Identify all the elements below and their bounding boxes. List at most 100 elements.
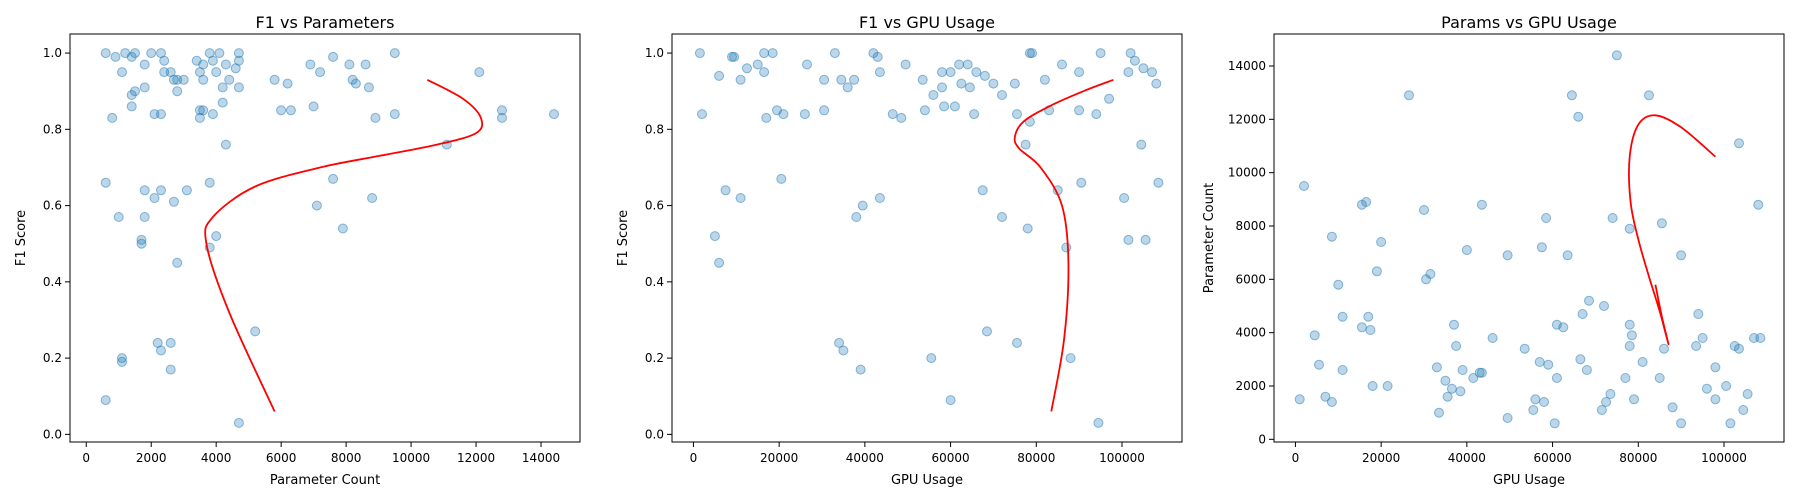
x-tick-label: 20000 xyxy=(760,451,798,465)
data-point xyxy=(1629,394,1639,405)
data-point xyxy=(872,51,883,62)
data-point xyxy=(276,105,287,116)
data-point xyxy=(1710,394,1721,405)
x-tick-label: 8000 xyxy=(331,451,362,465)
data-point xyxy=(1061,242,1072,253)
y-tick-label: 6000 xyxy=(1235,272,1266,286)
data-point xyxy=(819,74,830,85)
x-tick-label: 0 xyxy=(1292,451,1300,465)
data-point xyxy=(1566,90,1577,101)
data-point xyxy=(1440,375,1451,386)
fit-curve xyxy=(1628,114,1716,346)
data-point xyxy=(1136,139,1147,150)
data-point xyxy=(1337,311,1348,322)
y-tick-label: 0.2 xyxy=(645,351,664,365)
data-point xyxy=(851,212,862,222)
data-point xyxy=(305,59,316,70)
data-point xyxy=(370,112,381,123)
x-tick-label: 2000 xyxy=(136,451,167,465)
x-tick-label: 10000 xyxy=(392,451,430,465)
data-point xyxy=(949,101,960,112)
plot-frame xyxy=(671,33,1183,443)
data-point xyxy=(233,48,244,59)
chart-title: F1 vs Parameters xyxy=(256,13,395,32)
data-point xyxy=(1476,199,1487,210)
data-point xyxy=(1147,67,1157,78)
data-point xyxy=(1337,365,1348,375)
data-point xyxy=(1676,250,1687,261)
y-tick-label: 0.8 xyxy=(645,122,664,136)
y-tick-label: 1.0 xyxy=(43,46,62,60)
data-point xyxy=(802,59,812,70)
data-point xyxy=(1502,413,1513,423)
data-point xyxy=(855,364,866,375)
data-point xyxy=(1637,357,1648,367)
data-point xyxy=(1502,250,1513,261)
data-point xyxy=(1457,365,1468,375)
data-point xyxy=(126,51,137,62)
data-point xyxy=(126,90,137,100)
data-point xyxy=(100,395,111,406)
data-point xyxy=(207,109,218,120)
data-point xyxy=(389,48,400,59)
data-point xyxy=(1449,319,1459,330)
data-point xyxy=(977,185,988,196)
data-point xyxy=(1543,359,1554,370)
data-point xyxy=(697,109,707,120)
data-point xyxy=(1676,418,1687,429)
data-point xyxy=(939,101,950,112)
x-tick-label: 14000 xyxy=(522,451,560,465)
x-tick-label: 40000 xyxy=(1448,451,1486,465)
data-point xyxy=(1012,109,1022,120)
data-point xyxy=(1734,138,1744,149)
data-point xyxy=(761,112,772,123)
data-point xyxy=(285,105,296,116)
data-point xyxy=(347,74,358,85)
data-point xyxy=(149,193,160,203)
data-point xyxy=(729,51,740,62)
data-point xyxy=(1530,394,1541,405)
data-point xyxy=(156,345,166,356)
data-point xyxy=(1581,365,1592,375)
data-point xyxy=(220,59,231,70)
chart-f1-vs-gpu-usage: F1 vs GPU Usage GPU Usage F1 Score 0 2000… xyxy=(616,13,1183,488)
data-point xyxy=(328,173,339,184)
data-point xyxy=(1644,90,1654,101)
data-point xyxy=(752,59,763,70)
chart-params-vs-gpu-usage: Params vs GPU Usage GPU Usage Parameter … xyxy=(1202,13,1785,488)
data-point xyxy=(220,139,231,150)
data-point xyxy=(1442,391,1453,402)
data-point xyxy=(945,67,956,78)
x-tick-label: 20000 xyxy=(1362,451,1400,465)
data-point xyxy=(100,177,111,188)
data-point xyxy=(857,200,868,211)
y-tick-label: 0.0 xyxy=(43,427,62,441)
data-point xyxy=(136,238,147,249)
data-point xyxy=(834,337,845,348)
x-tick-label: 4000 xyxy=(201,451,232,465)
y-tick-label: 0.4 xyxy=(43,275,62,289)
data-point xyxy=(497,105,507,116)
data-point xyxy=(1701,383,1712,394)
data-point xyxy=(735,193,746,203)
data-point xyxy=(778,109,789,120)
data-point xyxy=(1519,343,1530,354)
data-point xyxy=(1020,139,1031,150)
data-point xyxy=(1624,319,1635,330)
fit-curve xyxy=(1013,78,1114,412)
data-point xyxy=(919,105,930,116)
data-point xyxy=(1404,90,1414,101)
data-point xyxy=(549,109,559,120)
data-point xyxy=(224,74,235,85)
data-point xyxy=(198,59,209,70)
data-point xyxy=(720,185,731,196)
data-point xyxy=(1091,109,1102,120)
data-point xyxy=(367,193,378,203)
data-point xyxy=(956,78,967,89)
data-point xyxy=(1065,353,1076,364)
fit-curve xyxy=(204,79,484,412)
data-point xyxy=(497,112,507,123)
data-point xyxy=(1534,357,1545,367)
data-point xyxy=(1326,397,1337,407)
data-point xyxy=(1367,381,1378,391)
